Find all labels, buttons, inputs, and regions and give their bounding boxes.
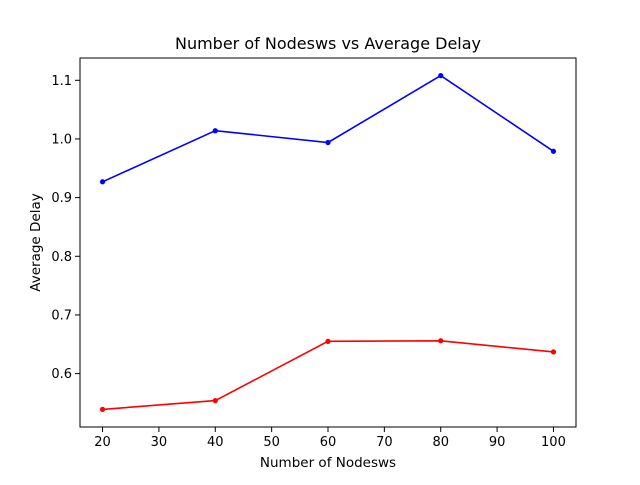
y-tick-label: 1.1 [51,74,72,89]
series-2-point [438,338,444,344]
series-2-point [550,349,557,355]
series-2-point [325,338,331,344]
series-1-point [99,179,106,185]
x-axis-label: Number of Nodesws [260,455,396,471]
series-layer [99,72,557,413]
x-tick-label: 40 [207,435,224,450]
plot-area [80,58,576,427]
x-tick-label: 20 [94,435,111,450]
y-tick-label: 0.7 [51,308,72,323]
y-tick-label: 0.9 [51,191,72,206]
series-2-point [212,398,218,404]
y-axis-label: Average Delay [28,193,44,291]
series-1-point [212,128,218,134]
series-1-point [438,72,444,79]
plot-frame [79,57,577,428]
x-tick-label: 100 [541,435,566,450]
x-tick-label: 70 [376,435,393,450]
y-tick-label: 1.0 [51,132,72,147]
x-tick-label: 90 [489,435,506,450]
x-tick-label: 50 [263,435,280,450]
chart-title: Number of Nodesws vs Average Delay [175,34,481,53]
series-2-point [99,406,106,413]
x-tick-label: 80 [432,435,449,450]
series-1-point [325,139,331,146]
y-tick-label: 0.6 [51,367,72,382]
x-tick-label: 60 [320,435,337,450]
ticks-layer: 20 30 40 50 60 70 80 90 100 0.6 0.7 0.8 0.9 1.0 1.1 [51,74,566,450]
series-1-point [550,148,557,154]
y-tick-label: 0.8 [51,250,72,265]
x-tick-label: 30 [151,435,168,450]
